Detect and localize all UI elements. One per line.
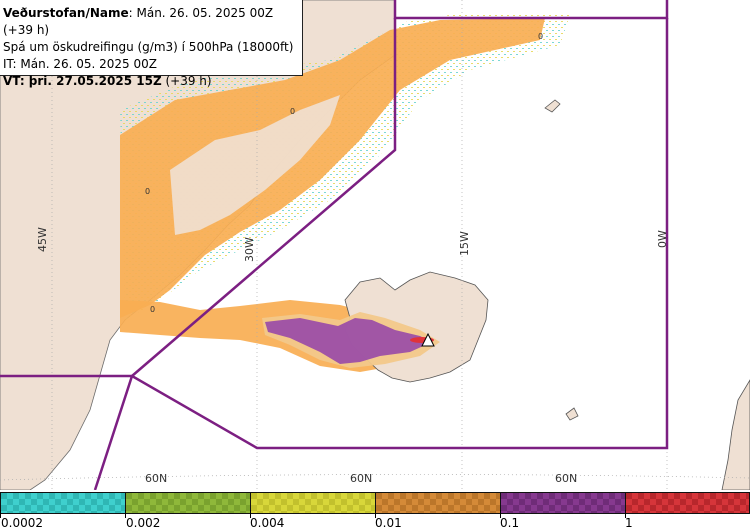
legend-swatch-5 [500, 492, 626, 514]
scandinavia-land [721, 379, 750, 490]
legend-swatch-6 [625, 492, 750, 514]
contour-label: 0 [150, 305, 155, 314]
legend-tick-mark [625, 510, 626, 518]
meridian-label-30w: 30W [243, 237, 256, 262]
legend-swatch-1 [0, 492, 126, 514]
legend-tick-label: 0.01 [375, 516, 402, 530]
contour-label: 0 [290, 107, 295, 116]
contour-label: 0 [538, 32, 543, 41]
legend-tick-label: 1 [625, 516, 633, 530]
legend-swatch-4 [375, 492, 501, 514]
parallel-label-60n-3: 60N [555, 472, 577, 485]
valid-time-offset: (+39 h) [161, 74, 212, 88]
legend-swatch-2 [125, 492, 251, 514]
faroe-islands [565, 407, 579, 421]
valid-time-line: VT: þri. 27.05.2025 15Z (+39 h) [3, 73, 302, 90]
meridian-label-15w: 15W [458, 231, 471, 256]
parallel-label-60n-2: 60N [350, 472, 372, 485]
contour-label: 0 [145, 187, 150, 196]
issuer-label: Veðurstofan/Name [3, 6, 129, 20]
issuer-value: : Mán. 26. 05. 2025 00Z (+39 h) [3, 6, 274, 37]
ash-plume-high-concentration [265, 318, 432, 364]
fir-boundaries [0, 0, 669, 490]
legend-tick-mark [500, 510, 501, 518]
legend-tick-label: 0.0002 [1, 516, 43, 530]
legend-tick-mark [125, 510, 126, 518]
legend-tick-label: 0.004 [250, 516, 285, 530]
concentration-legend: 0.0002 0.002 0.004 0.01 0.1 1 [0, 490, 750, 532]
jan-mayen-island [544, 99, 561, 113]
legend-tick-label: 0.002 [126, 516, 161, 530]
greenland-interior [170, 95, 340, 235]
issuer-line: Veðurstofan/Name: Mán. 26. 05. 2025 00Z … [3, 5, 302, 39]
legend-tick-mark [0, 510, 1, 518]
legend-tick-mark [375, 510, 376, 518]
issue-time: IT: Mán. 26. 05. 2025 00Z [3, 57, 157, 71]
legend-swatch-3 [250, 492, 376, 514]
volcano-warning-icon [421, 332, 435, 347]
forecast-description: Spá um öskudreifingu (g/m3) í 500hPa (18… [3, 40, 294, 54]
meridian-label-0w: 0W [656, 230, 669, 248]
ash-plume-low-concentration [120, 18, 545, 318]
legend-tick-mark [250, 510, 251, 518]
parallel-label-60n-1: 60N [145, 472, 167, 485]
ash-dispersion-map: 45W 30W 15W 0W 60N 60N 60N 0 0 0 0 [0, 0, 750, 490]
valid-time-label: VT: þri. 27.05.2025 15Z [3, 74, 162, 88]
meridian-label-45w: 45W [36, 227, 49, 252]
forecast-info-box: Veðurstofan/Name: Mán. 26. 05. 2025 00Z … [0, 0, 303, 88]
legend-tick-label: 0.1 [500, 516, 520, 530]
